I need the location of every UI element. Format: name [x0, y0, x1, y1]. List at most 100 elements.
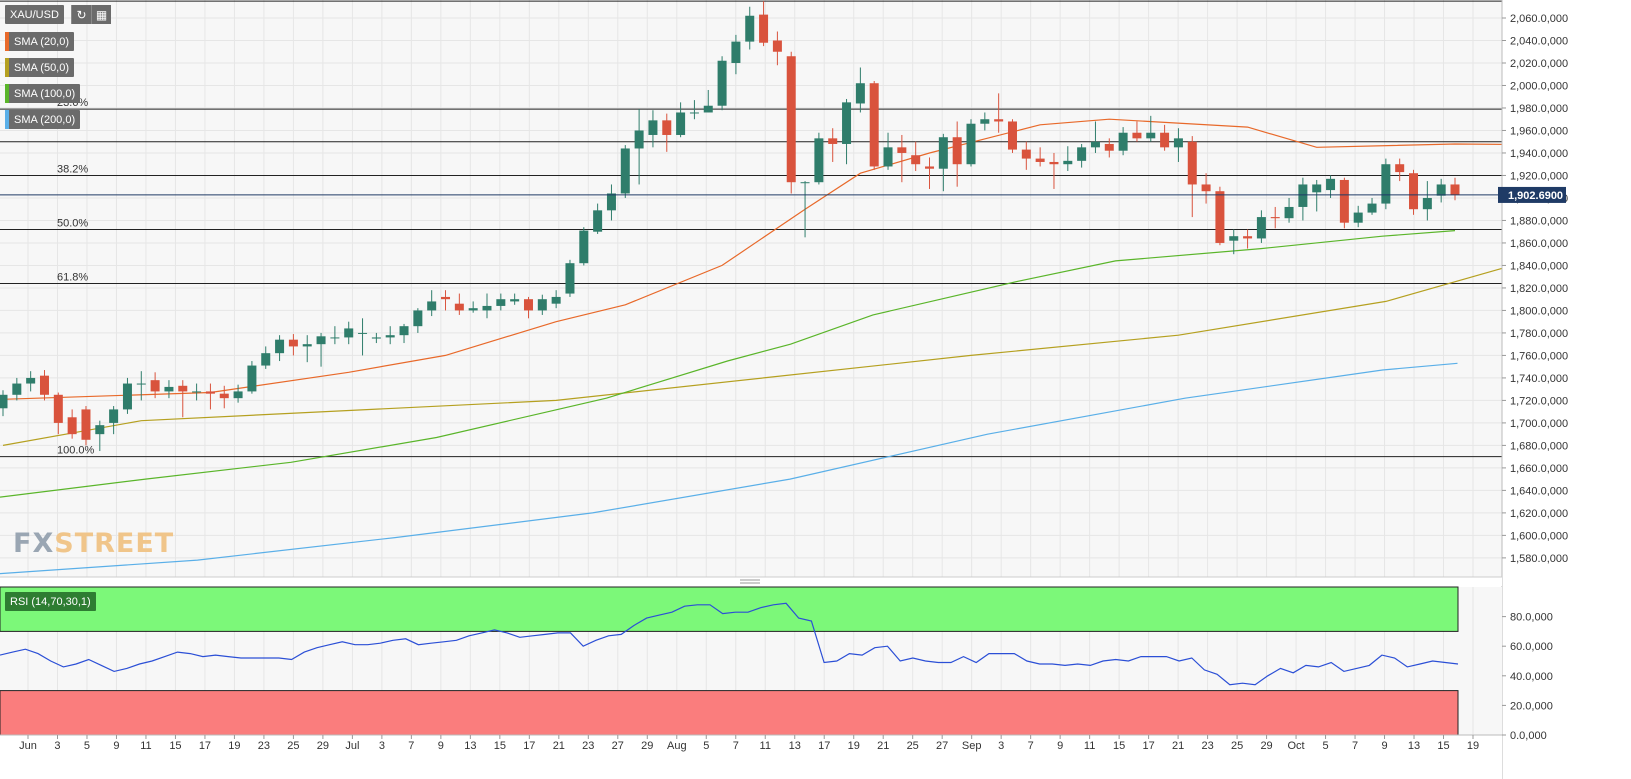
- price-tick-label: 2,060.0,000: [1510, 13, 1568, 25]
- candle-body: [952, 137, 962, 165]
- candle-body: [81, 409, 91, 440]
- candle-body: [1367, 203, 1377, 213]
- legend-sma-200-label: SMA (200,0): [14, 113, 76, 126]
- legend-sma-50-label: SMA (50,0): [14, 61, 70, 74]
- rsi-tick-label: 60.0,000: [1510, 641, 1553, 653]
- x-tick-label: Aug: [667, 740, 687, 752]
- x-tick-label: 9: [1381, 740, 1387, 752]
- x-tick-label: 9: [438, 740, 444, 752]
- candle-body: [579, 230, 589, 264]
- rsi-tick-label: 0.0,000: [1510, 730, 1547, 742]
- candle-body: [1132, 132, 1142, 139]
- pane-divider: [0, 577, 1502, 586]
- price-tick-label: 1,840.0,000: [1510, 260, 1568, 272]
- candle-body: [371, 337, 381, 339]
- candle-body: [39, 375, 49, 395]
- legend-sma-20[interactable]: SMA (20,0): [5, 32, 75, 51]
- price-tick-label: 1,960.0,000: [1510, 125, 1568, 137]
- price-tick-label: 1,600.0,000: [1510, 530, 1568, 542]
- legend-sma-100-swatch: [5, 84, 9, 103]
- candle-body: [1339, 179, 1349, 223]
- price-tick-label: 1,760.0,000: [1510, 350, 1568, 362]
- candle-body: [717, 60, 727, 106]
- candle-body: [551, 296, 561, 304]
- x-tick-label: 7: [1352, 740, 1358, 752]
- candle-body: [122, 383, 132, 410]
- x-tick-label: 25: [1231, 740, 1243, 752]
- candle-body: [233, 391, 243, 399]
- symbol-box[interactable]: XAU/USD: [5, 5, 64, 24]
- candle-body: [427, 301, 437, 311]
- legend-sma-200[interactable]: SMA (200,0): [5, 110, 81, 129]
- candle-body: [1326, 178, 1336, 191]
- x-tick-label: 23: [582, 740, 594, 752]
- candle-body: [413, 310, 423, 327]
- fibonacci-label: 50.0%: [57, 217, 88, 229]
- symbol-label: XAU/USD: [10, 8, 59, 21]
- price-axis-bg: [1502, 0, 1631, 779]
- candle-body: [192, 391, 202, 393]
- x-tick-label: 9: [113, 740, 119, 752]
- price-plot-area: [0, 0, 1502, 577]
- candle-body: [1284, 206, 1294, 219]
- price-tick-label: 1,720.0,000: [1510, 395, 1568, 407]
- price-tick-label: 1,580.0,000: [1510, 553, 1568, 565]
- fibonacci-label: 38.2%: [57, 163, 88, 175]
- candle-body: [662, 120, 672, 135]
- x-tick-label: 5: [703, 740, 709, 752]
- legend-sma-20-swatch: [5, 32, 9, 51]
- candle-body: [786, 56, 796, 183]
- candle-body: [731, 41, 741, 63]
- candle-body: [1436, 184, 1446, 196]
- candle-body: [67, 417, 77, 435]
- candle-body: [606, 193, 616, 211]
- sma-line: [0, 230, 1456, 498]
- candle-body: [994, 119, 1004, 122]
- price-tick-label: 1,820.0,000: [1510, 283, 1568, 295]
- calendar-icon[interactable]: ▦: [91, 5, 111, 24]
- x-tick-label: Oct: [1287, 740, 1304, 752]
- rsi-tick-label: 40.0,000: [1510, 671, 1553, 683]
- candle-body: [1049, 161, 1059, 165]
- sma-line: [0, 362, 1458, 575]
- candle-body: [288, 339, 298, 347]
- x-tick-label: 21: [553, 740, 565, 752]
- candle-body: [1215, 191, 1225, 243]
- candle-body: [759, 14, 769, 43]
- refresh-icon[interactable]: ↻: [71, 5, 91, 24]
- legend-sma-50[interactable]: SMA (50,0): [5, 58, 75, 77]
- candle-body: [109, 409, 119, 423]
- candle-body: [1395, 164, 1405, 173]
- x-tick-label: 19: [1467, 740, 1479, 752]
- logo-street: STREET: [54, 528, 175, 559]
- x-tick-label: 17: [1142, 740, 1154, 752]
- x-tick-label: 3: [54, 740, 60, 752]
- candle-body: [1409, 173, 1419, 210]
- rsi-tick-label: 80.0,000: [1510, 612, 1553, 624]
- rsi-overbought-zone: [0, 586, 1459, 632]
- price-tick-label: 1,620.0,000: [1510, 508, 1568, 520]
- x-tick-label: 3: [998, 740, 1004, 752]
- x-tick-label: 11: [760, 740, 771, 752]
- candle-body: [537, 299, 547, 311]
- candle-body: [1270, 217, 1280, 219]
- candle-body: [966, 123, 976, 165]
- rsi-tick-label: 20.0,000: [1510, 700, 1553, 712]
- x-tick-label: 13: [789, 740, 801, 752]
- x-tick-label: 13: [1408, 740, 1420, 752]
- candle-body: [12, 383, 22, 395]
- legend-sma-200-swatch: [5, 110, 9, 129]
- rsi-oversold-zone: [0, 690, 1459, 736]
- x-axis-bg: [0, 735, 1502, 779]
- candle-body: [648, 120, 658, 135]
- rsi-legend[interactable]: RSI (14,70,30,1): [5, 592, 96, 611]
- price-tick-label: 1,800.0,000: [1510, 305, 1568, 317]
- x-tick-label: 15: [1437, 740, 1449, 752]
- candle-body: [1160, 132, 1170, 148]
- x-tick-label: 11: [140, 740, 151, 752]
- legend-sma-100[interactable]: SMA (100,0): [5, 84, 81, 103]
- x-tick-label: 19: [848, 740, 860, 752]
- candle-body: [330, 337, 340, 339]
- fibonacci-label: 100.0%: [57, 445, 95, 457]
